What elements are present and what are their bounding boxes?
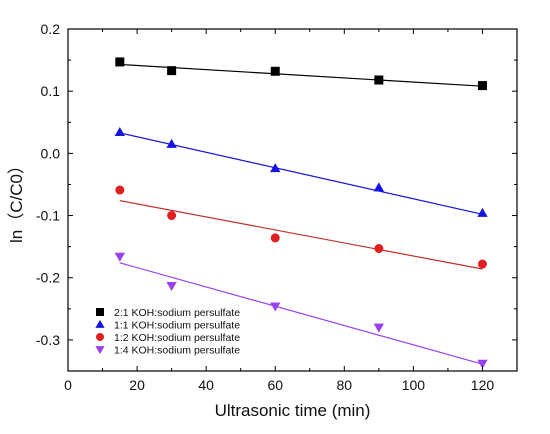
data-point-series-4	[270, 302, 281, 312]
legend-label: 1:4 KOH:sodium persulfate	[114, 345, 240, 357]
data-point-series-3	[167, 211, 177, 221]
y-tick-label: -0.3	[36, 332, 60, 348]
x-tick-label: 60	[267, 377, 283, 393]
fit-line-series-2	[119, 132, 483, 215]
y-tick-label: 0.0	[41, 145, 61, 161]
data-point-series-1	[167, 66, 177, 76]
plot-border	[67, 28, 518, 372]
legend-label: 1:1 KOH:sodium persulfate	[114, 320, 240, 332]
data-point-series-4	[114, 252, 125, 262]
fit-line-series-1	[119, 63, 483, 87]
data-point-series-2	[114, 127, 125, 137]
y-tick-label: 0.2	[41, 21, 61, 37]
y-axis-title: ln（C/C0）	[7, 157, 26, 243]
x-tick-label: 80	[337, 377, 353, 393]
legend-label: 2:1 KOH:sodium persulfate	[114, 307, 240, 319]
x-tick-label: 100	[402, 377, 426, 393]
data-point-series-2	[373, 182, 385, 192]
legend-label: 1:2 KOH:sodium persulfate	[114, 332, 240, 344]
x-tick-label: 20	[129, 377, 145, 393]
y-tick-label: 0.1	[41, 83, 61, 99]
legend-marker-series-3	[96, 333, 104, 341]
data-point-series-4	[166, 281, 177, 291]
axis-ticks: 0 20 40 60 80 100 120 0.2 0.1 0.0 -0.1 -0.2 -0.3	[36, 21, 517, 393]
plot-frame	[67, 28, 518, 372]
data-markers	[114, 57, 488, 369]
fit-lines	[119, 63, 483, 365]
data-point-series-1	[374, 75, 384, 85]
data-point-series-1	[270, 66, 280, 76]
data-point-series-1	[477, 81, 487, 91]
x-tick-label: 40	[198, 377, 214, 393]
data-point-series-4	[373, 323, 385, 333]
data-point-series-4	[477, 359, 488, 369]
data-point-series-1	[115, 57, 125, 67]
data-point-series-3	[477, 259, 487, 269]
data-point-series-2	[270, 163, 281, 173]
data-point-series-3	[115, 185, 125, 195]
legend-marker-series-1	[96, 308, 104, 316]
x-axis-title: Ultrasonic time (min)	[215, 401, 371, 420]
legend-marker-series-2	[95, 319, 105, 328]
data-point-series-2	[477, 207, 488, 217]
legend-marker-series-4	[95, 346, 105, 355]
data-point-series-3	[374, 244, 384, 254]
y-tick-label: -0.1	[36, 208, 60, 224]
data-point-series-3	[270, 233, 280, 243]
fit-line-series-4	[119, 262, 483, 365]
data-point-series-2	[166, 138, 177, 148]
x-tick-label: 0	[64, 377, 72, 393]
fit-line-series-3	[119, 200, 483, 270]
y-tick-label: -0.2	[36, 270, 60, 286]
x-tick-label: 120	[471, 377, 495, 393]
